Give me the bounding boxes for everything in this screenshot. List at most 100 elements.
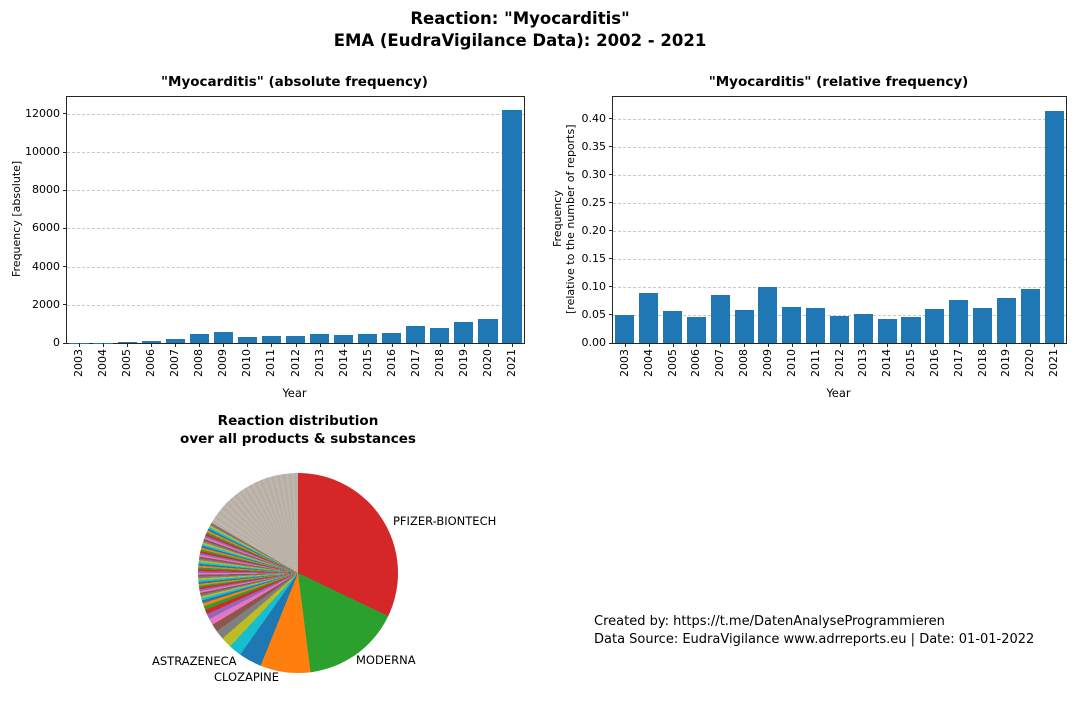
x-tick-mark	[271, 343, 273, 347]
x-tick-label-2019: 2019	[456, 349, 470, 377]
bar-2006	[141, 341, 161, 343]
x-tick-mark	[175, 343, 177, 347]
x-tick-mark	[815, 343, 817, 347]
x-tick-mark	[934, 343, 936, 347]
x-tick-mark	[911, 343, 913, 347]
x-tick-mark	[1030, 343, 1032, 347]
y-tick-label: 0.25	[581, 195, 607, 209]
gridline	[613, 230, 1066, 232]
gridline	[67, 190, 524, 192]
x-tick-mark	[839, 343, 841, 347]
x-tick-mark	[767, 343, 769, 347]
bar-2017	[949, 299, 969, 343]
pie-chart-title-line1: Reaction distribution	[217, 413, 379, 429]
gridline	[67, 113, 524, 115]
x-tick-mark	[439, 343, 441, 347]
gridline	[613, 258, 1066, 260]
y-tick-label: 0	[53, 336, 60, 349]
bar-2018	[973, 308, 993, 343]
x-tick-label-2011: 2011	[264, 349, 278, 377]
x-tick-label-2018: 2018	[432, 349, 446, 377]
x-tick-label-2014: 2014	[336, 349, 350, 377]
x-tick-label-2010: 2010	[240, 349, 254, 377]
bar-2005	[117, 341, 137, 343]
y-tick-label: 0.10	[581, 279, 607, 293]
figure-title: Reaction: "Myocarditis" EMA (EudraVigila…	[0, 8, 1040, 52]
y-tick-mark	[63, 189, 67, 191]
y-tick-label: 4000	[32, 259, 60, 273]
bar-2012	[285, 335, 306, 343]
bar-2014	[333, 335, 354, 343]
gridline	[67, 304, 524, 306]
bar-2019	[454, 321, 474, 343]
bar-2016	[382, 333, 402, 343]
pie-slice-label-astrazeneca: ASTRAZENECA	[152, 654, 237, 668]
y-tick-mark	[63, 227, 67, 229]
y-tick-label: 0.05	[581, 307, 607, 321]
x-tick-label-2004: 2004	[641, 349, 655, 377]
x-tick-mark	[367, 343, 369, 347]
gridline	[613, 314, 1066, 316]
x-tick-mark	[391, 343, 393, 347]
bar-2006	[686, 317, 706, 343]
x-tick-mark	[958, 343, 960, 347]
bar-2013	[309, 334, 330, 343]
y-tick-mark	[609, 258, 613, 260]
x-tick-mark	[319, 343, 321, 347]
bar-2020	[478, 318, 498, 343]
x-tick-label-2020: 2020	[480, 349, 494, 377]
y-tick-label: 8000	[32, 183, 60, 197]
relative-chart-y-axis-label-line2: [relative to the number of reports]	[564, 124, 577, 314]
x-tick-mark	[127, 343, 129, 347]
x-tick-label-2015: 2015	[904, 349, 918, 377]
x-tick-mark	[720, 343, 722, 347]
x-tick-label-2007: 2007	[168, 349, 182, 377]
x-tick-mark	[199, 343, 201, 347]
pie-chart-title-line2: over all products & substances	[180, 431, 416, 447]
bar-2011	[261, 335, 282, 343]
footer-text: Created by: https://t.me/DatenAnalysePro…	[594, 613, 1034, 648]
x-tick-mark	[343, 343, 345, 347]
relative-chart-y-axis-label: Frequency [relative to the number of rep…	[551, 96, 577, 342]
absolute-chart-x-axis-label: Year	[282, 386, 307, 400]
x-tick-mark	[696, 343, 698, 347]
bar-2009	[213, 332, 233, 343]
gridline	[613, 146, 1066, 148]
gridline	[67, 228, 524, 230]
x-tick-mark	[648, 343, 650, 347]
x-tick-label-2008: 2008	[737, 349, 751, 377]
absolute-chart-y-axis-label: Frequency [absolute]	[10, 160, 23, 278]
relative-chart-y-axis-label-line1: Frequency	[551, 190, 564, 248]
absolute-chart-plot-area: 0 2000 4000 6000 8000 10000 12000 2003 2004 2005 2…	[25, 96, 525, 377]
x-tick-mark	[863, 343, 865, 347]
gridline	[613, 202, 1066, 204]
x-tick-mark	[247, 343, 249, 347]
bar-2016	[925, 309, 945, 343]
gridline	[67, 266, 524, 268]
absolute-chart-title: "Myocarditis" (absolute frequency)	[161, 74, 428, 90]
bar-2005	[663, 311, 683, 343]
x-tick-mark	[1054, 343, 1056, 347]
x-tick-label-2006: 2006	[144, 349, 158, 377]
x-tick-label-2018: 2018	[975, 349, 989, 377]
x-tick-mark	[103, 343, 105, 347]
bar-2015	[358, 334, 378, 343]
bar-2009	[758, 286, 778, 343]
y-tick-mark	[609, 286, 613, 288]
bar-2010	[237, 336, 257, 343]
pie-slice-label-pfizer-biontech: PFIZER-BIONTECH	[393, 514, 497, 528]
x-tick-mark	[672, 343, 674, 347]
bar-2003	[615, 314, 635, 343]
x-tick-label-2014: 2014	[880, 349, 894, 377]
bar-2007	[710, 295, 730, 343]
bar-2007	[165, 338, 185, 343]
x-tick-label-2015: 2015	[360, 349, 374, 377]
x-tick-label-2005: 2005	[665, 349, 679, 377]
y-tick-mark	[63, 266, 67, 268]
y-tick-mark	[63, 151, 67, 153]
pie-chart-title: Reaction distribution over all products …	[148, 412, 448, 448]
y-tick-label: 0.20	[581, 223, 607, 237]
bar-2004	[93, 342, 113, 343]
y-tick-label: 0.30	[581, 167, 607, 181]
